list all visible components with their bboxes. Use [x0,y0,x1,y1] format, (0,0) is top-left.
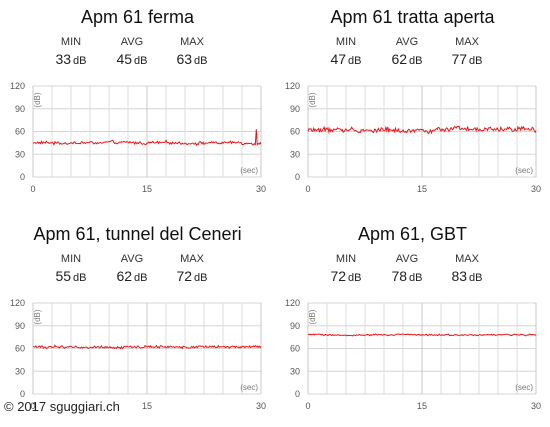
y-axis-label: (dB) [308,92,317,107]
stat-value: 78 dB [391,268,423,284]
x-tick-label: 15 [142,184,152,194]
stat-avg: AVG 45 dB [102,36,162,67]
stat-value: 77 dB [451,51,483,67]
stat-label: AVG [395,36,419,48]
stat-max: MAX 63 dB [162,36,222,67]
x-tick-label: 0 [305,184,310,194]
copyright-notice: © 2017 sguggiari.ch [4,399,120,414]
stat-label: MAX [455,253,479,265]
y-tick-label: 0 [295,389,300,399]
y-tick-label: 30 [290,149,300,159]
stat-min: MIN 33 dB [41,36,101,67]
y-tick-label: 60 [290,344,300,354]
y-tick-label: 120 [10,298,25,308]
stat-value: 55 dB [55,268,87,284]
stat-label: MAX [180,36,204,48]
y-tick-label: 90 [290,321,300,331]
stat-label: MAX [180,253,204,265]
chart-panel: Apm 61 ferma MIN 33 dB AVG 45 dB MAX 63 dB … [0,0,275,210]
stat-value: 63 dB [176,51,208,67]
y-tick-label: 90 [290,104,300,114]
stat-min: MIN 47 dB [316,36,376,67]
line-chart: 0 30 60 90 120 0 15 30 (dB) (sec) [10,298,266,411]
stat-value: 72 dB [330,268,362,284]
stat-label: MIN [60,36,82,48]
y-tick-label: 90 [15,104,25,114]
y-axis-label: (dB) [308,309,317,324]
stat-max: MAX 72 dB [162,253,222,284]
chart-panel: Apm 61, tunnel del Ceneri MIN 55 dB AVG 6… [0,217,275,427]
y-tick-label: 60 [290,127,300,137]
stat-value: 83 dB [451,268,483,284]
y-tick-label: 120 [10,81,25,91]
y-tick-label: 120 [285,298,300,308]
line-chart: 0 30 60 90 120 0 15 30 (dB) (sec) [285,298,541,411]
y-tick-label: 60 [15,127,25,137]
series-line [32,344,262,350]
stat-value: 45 dB [116,51,148,67]
x-tick-label: 0 [30,401,35,411]
series-line [307,125,537,135]
y-axis-label: (dB) [33,92,42,107]
chart-title: Apm 61 ferma [80,7,195,27]
y-tick-label: 90 [15,321,25,331]
stat-label: MIN [335,253,357,265]
chart-panel: Apm 61, GBT MIN 72 dB AVG 78 dB MAX 83 dB 0… [275,217,550,427]
line-chart: 0 30 60 90 120 0 15 30 (dB) (sec) [10,81,266,194]
y-tick-label: 30 [290,366,300,376]
y-tick-label: 30 [15,149,25,159]
stat-label: MIN [335,36,357,48]
stat-value: 47 dB [330,51,362,67]
x-tick-label: 15 [417,401,427,411]
stat-max: MAX 83 dB [437,253,497,284]
chart-title: Apm 61, tunnel del Ceneri [33,224,242,244]
y-tick-label: 0 [20,389,25,399]
x-tick-label: 30 [256,184,266,194]
stat-value: 72 dB [176,268,208,284]
stat-max: MAX 77 dB [437,36,497,67]
x-axis-label: (sec) [515,166,533,175]
x-tick-label: 0 [305,401,310,411]
line-chart: 0 30 60 90 120 0 15 30 (dB) (sec) [285,81,541,194]
x-tick-label: 30 [531,401,541,411]
x-axis-label: (sec) [240,166,258,175]
x-axis-label: (sec) [240,383,258,392]
stat-min: MIN 55 dB [41,253,101,284]
chart-title: Apm 61, GBT [357,224,468,244]
y-tick-label: 60 [15,344,25,354]
series-line [307,333,537,337]
x-axis-label: (sec) [515,383,533,392]
chart-title: Apm 61 tratta aperta [330,7,495,27]
stat-avg: AVG 78 dB [377,253,437,284]
stat-min: MIN 72 dB [316,253,376,284]
y-tick-label: 0 [20,172,25,182]
stat-label: AVG [120,253,144,265]
stat-value: 62 dB [116,268,148,284]
stat-label: AVG [120,36,144,48]
y-axis-label: (dB) [33,309,42,324]
stat-avg: AVG 62 dB [377,36,437,67]
y-tick-label: 120 [285,81,300,91]
x-tick-label: 15 [142,401,152,411]
x-tick-label: 30 [256,401,266,411]
stat-label: MAX [455,36,479,48]
stat-value: 33 dB [55,51,87,67]
series-line [32,129,262,147]
stat-label: MIN [60,253,82,265]
stat-avg: AVG 62 dB [102,253,162,284]
y-tick-label: 0 [295,172,300,182]
x-tick-label: 30 [531,184,541,194]
stat-label: AVG [395,253,419,265]
x-tick-label: 0 [30,184,35,194]
y-tick-label: 30 [15,366,25,376]
chart-panel: Apm 61 tratta aperta MIN 47 dB AVG 62 dB M… [275,0,550,210]
stat-value: 62 dB [391,51,423,67]
x-tick-label: 15 [417,184,427,194]
